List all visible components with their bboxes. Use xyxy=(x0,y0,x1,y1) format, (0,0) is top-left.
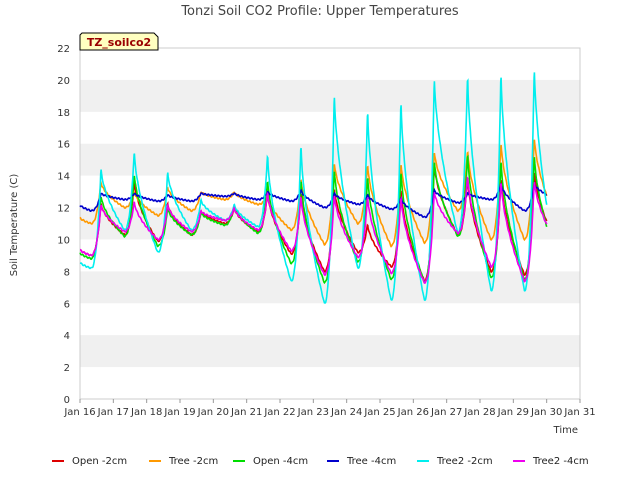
series-line-6 xyxy=(79,175,548,284)
y-tick-label: 10 xyxy=(57,235,70,246)
x-tick-label: Jan 28 xyxy=(463,407,495,418)
legend-label: Tree2 -4cm xyxy=(532,456,589,467)
y-tick-label: 8 xyxy=(64,267,70,278)
x-tick-label: Jan 20 xyxy=(197,407,229,418)
legend-label: Tree -4cm xyxy=(346,456,396,467)
x-axis-label: Time xyxy=(553,425,578,436)
x-tick-label: Jan 30 xyxy=(530,407,562,418)
legend-label: Open -4cm xyxy=(253,456,308,467)
x-tick-label: Jan 29 xyxy=(497,407,529,418)
x-tick-label: Jan 17 xyxy=(97,407,129,418)
y-tick-label: 0 xyxy=(64,395,70,406)
x-tick-label: Jan 16 xyxy=(63,407,95,418)
badge-label: TZ_soilco2 xyxy=(87,36,151,49)
site-badge: TZ_soilco2 xyxy=(79,32,159,51)
x-tick-label: Jan 25 xyxy=(363,407,395,418)
grid-band xyxy=(80,143,580,176)
y-tick-label: 4 xyxy=(64,331,70,342)
plot-frame xyxy=(79,47,581,400)
y-tick-label: 12 xyxy=(57,204,70,215)
x-tick-label: Jan 31 xyxy=(563,407,595,418)
series-lines xyxy=(79,72,548,304)
series-line-5 xyxy=(79,72,548,304)
x-tick-label: Jan 27 xyxy=(430,407,462,418)
x-tick-label: Jan 26 xyxy=(397,407,429,418)
y-tick-label: 22 xyxy=(57,44,70,55)
y-tick-label: 20 xyxy=(57,76,70,87)
legend-label: Tree2 -2cm xyxy=(436,456,493,467)
x-tick-label: Jan 22 xyxy=(263,407,295,418)
x-axis-ticks: Jan 16 Jan 17 Jan 18 Jan 19 Jan 20 Jan 21 Jan … xyxy=(63,399,596,418)
chart-title: Tonzi Soil CO2 Profile: Upper Temperatur… xyxy=(180,4,459,19)
y-tick-label: 6 xyxy=(64,299,70,310)
badge-box xyxy=(79,32,159,51)
grid-band xyxy=(80,335,580,368)
grid-bands xyxy=(80,79,580,368)
legend-label: Tree -2cm xyxy=(168,456,218,467)
grid-band xyxy=(80,271,580,304)
y-tick-label: 2 xyxy=(64,363,70,374)
x-tick-label: Jan 18 xyxy=(130,407,162,418)
y-axis-ticks: 0 2 4 6 8 10 12 14 16 18 20 22 xyxy=(57,44,70,406)
legend: Open -2cm Tree -2cm Open -4cm Tree -4cm Tree… xyxy=(52,456,589,467)
y-tick-label: 14 xyxy=(57,172,70,183)
y-tick-label: 16 xyxy=(57,140,70,151)
x-tick-label: Jan 21 xyxy=(230,407,262,418)
x-tick-label: Jan 24 xyxy=(330,407,362,418)
x-tick-label: Jan 19 xyxy=(163,407,195,418)
legend-label: Open -2cm xyxy=(72,456,127,467)
y-axis-label: Soil Temperature (C) xyxy=(9,174,20,277)
y-tick-label: 18 xyxy=(57,108,70,119)
x-tick-label: Jan 23 xyxy=(297,407,329,418)
grid-band xyxy=(80,79,580,112)
